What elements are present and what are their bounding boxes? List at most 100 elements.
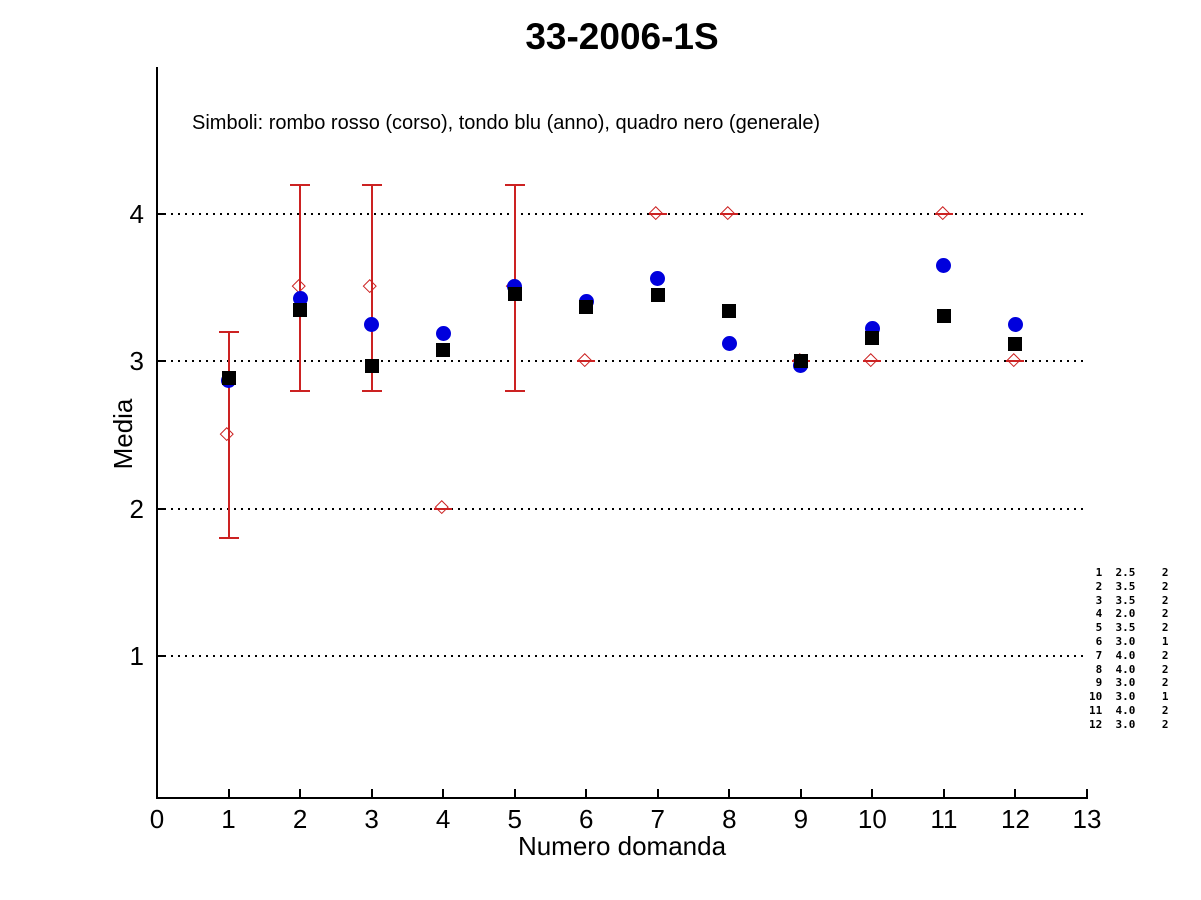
error-bar-cap-top: [504, 183, 525, 186]
anno-circle-marker: [364, 317, 380, 333]
x-axis-label: Numero domanda: [517, 831, 727, 861]
x-tick-mark: [656, 789, 659, 797]
x-tick-mark: [370, 789, 373, 797]
side-table-row: 5 3.5 2: [1089, 621, 1169, 635]
corso-diamond-marker: [935, 205, 950, 220]
x-tick-mark: [799, 789, 802, 797]
y-tick-label: 2: [129, 493, 144, 524]
side-data-table: 1 2.5 2 2 3.5 2 3 3.5 2 4 2.0 2 5 3.5 2 …: [1089, 566, 1168, 732]
error-bar-zero-cap: [648, 213, 667, 216]
x-tick-label: 0: [149, 804, 165, 834]
error-bar-cap-bottom: [290, 389, 311, 392]
x-tick-mark: [1014, 789, 1017, 797]
x-tick-mark: [942, 789, 945, 797]
generale-square-marker: [436, 342, 451, 357]
side-table-row: 11 4.0 2: [1089, 703, 1169, 717]
x-tick-mark: [156, 789, 158, 797]
corso-diamond-marker: [721, 205, 735, 220]
x-tick-label: 5: [507, 804, 522, 834]
x-tick-mark: [227, 789, 230, 797]
side-table-row: 4 2.0 2: [1089, 607, 1169, 621]
x-tick-mark: [442, 789, 445, 797]
x-tick-label: 2: [292, 804, 308, 834]
error-bar-cap-top: [361, 183, 382, 186]
error-bar-cap-top: [218, 330, 239, 333]
generale-square-marker: [579, 299, 594, 314]
error-bar-zero-cap: [934, 213, 953, 216]
error-bar-zero-cap: [863, 360, 882, 363]
generale-square-marker: [865, 330, 880, 345]
h-gridline: [157, 360, 1087, 363]
x-tick-label: 1: [221, 804, 236, 834]
x-tick-label: 10: [857, 804, 887, 834]
h-gridline: [157, 655, 1087, 657]
generale-square-marker: [221, 370, 236, 385]
y-axis-line: [156, 67, 158, 799]
x-tick-label: 11: [930, 804, 958, 834]
anno-circle-marker: [721, 336, 737, 352]
generale-square-marker: [793, 354, 808, 369]
generale-square-marker: [1008, 336, 1023, 351]
corso-diamond-marker: [363, 279, 377, 293]
y-tick-label: 3: [129, 346, 144, 377]
anno-circle-marker: [1007, 317, 1023, 333]
y-axis-label: Media: [108, 398, 138, 470]
error-bar-cap-bottom: [361, 389, 382, 392]
error-bar-zero-cap: [1006, 360, 1025, 363]
anno-circle-marker: [435, 325, 451, 341]
y-tick-label: 1: [129, 641, 144, 671]
side-table-row: 10 3.0 1: [1089, 690, 1169, 704]
x-tick-mark: [299, 789, 302, 797]
anno-circle-marker: [650, 271, 666, 287]
y-tick-label: 4: [129, 199, 144, 230]
error-bar-cap-top: [290, 183, 311, 186]
error-bar-cap-bottom: [218, 537, 239, 540]
anno-circle-marker: [292, 290, 308, 306]
corso-diamond-marker: [1007, 353, 1021, 367]
generale-square-marker: [936, 308, 951, 323]
corso-diamond-marker: [649, 205, 663, 220]
x-tick-label: 6: [578, 804, 594, 834]
chart-subtitle: Simboli: rombo rosso (corso), tondo blu …: [192, 112, 821, 134]
generale-square-marker: [650, 288, 665, 303]
corso-diamond-marker: [577, 353, 592, 367]
generale-square-marker: [507, 286, 522, 301]
side-table-row: 7 4.0 2: [1089, 648, 1169, 662]
x-tick-label: 7: [650, 804, 665, 834]
x-tick-mark: [871, 789, 874, 797]
corso-diamond-marker: [434, 500, 449, 514]
generale-square-marker: [293, 302, 308, 317]
x-tick-label: 3: [364, 804, 379, 834]
error-bar-cap-bottom: [504, 389, 525, 392]
x-tick-label: 9: [793, 804, 809, 834]
x-tick-mark: [513, 789, 516, 797]
error-bar-zero-cap: [720, 213, 739, 216]
side-table-row: 9 3.0 2: [1089, 676, 1169, 690]
side-table-row: 6 3.0 1: [1089, 634, 1169, 648]
anno-circle-marker: [936, 258, 952, 274]
x-tick-label: 4: [435, 804, 451, 834]
side-table-row: 1 2.5 2: [1089, 566, 1169, 579]
corso-diamond-marker: [864, 353, 878, 367]
x-tick-label: 8: [722, 804, 737, 834]
generale-square-marker: [722, 304, 737, 319]
h-gridline: [157, 213, 1087, 216]
h-gridline: [157, 507, 1087, 510]
side-table-row: 3 3.5 2: [1089, 593, 1169, 607]
x-tick-mark: [728, 789, 731, 797]
error-bar-zero-cap: [434, 507, 453, 510]
error-bar-line: [299, 184, 302, 391]
side-table-row: 12 3.0 2: [1089, 717, 1169, 731]
x-tick-label: 12: [1000, 804, 1030, 834]
chart-title: 33-2006-1S: [525, 16, 719, 57]
side-table-row: 2 3.5 2: [1089, 579, 1169, 593]
error-bar-line: [370, 184, 373, 391]
x-tick-mark: [1086, 789, 1088, 797]
generale-square-marker: [364, 358, 379, 373]
error-bar-zero-cap: [577, 360, 596, 363]
x-axis-line: [156, 797, 1088, 799]
error-bar-line: [227, 331, 230, 539]
corso-diamond-marker: [220, 426, 234, 441]
side-table-row: 8 4.0 2: [1089, 662, 1169, 676]
x-tick-label: 13: [1072, 804, 1102, 834]
